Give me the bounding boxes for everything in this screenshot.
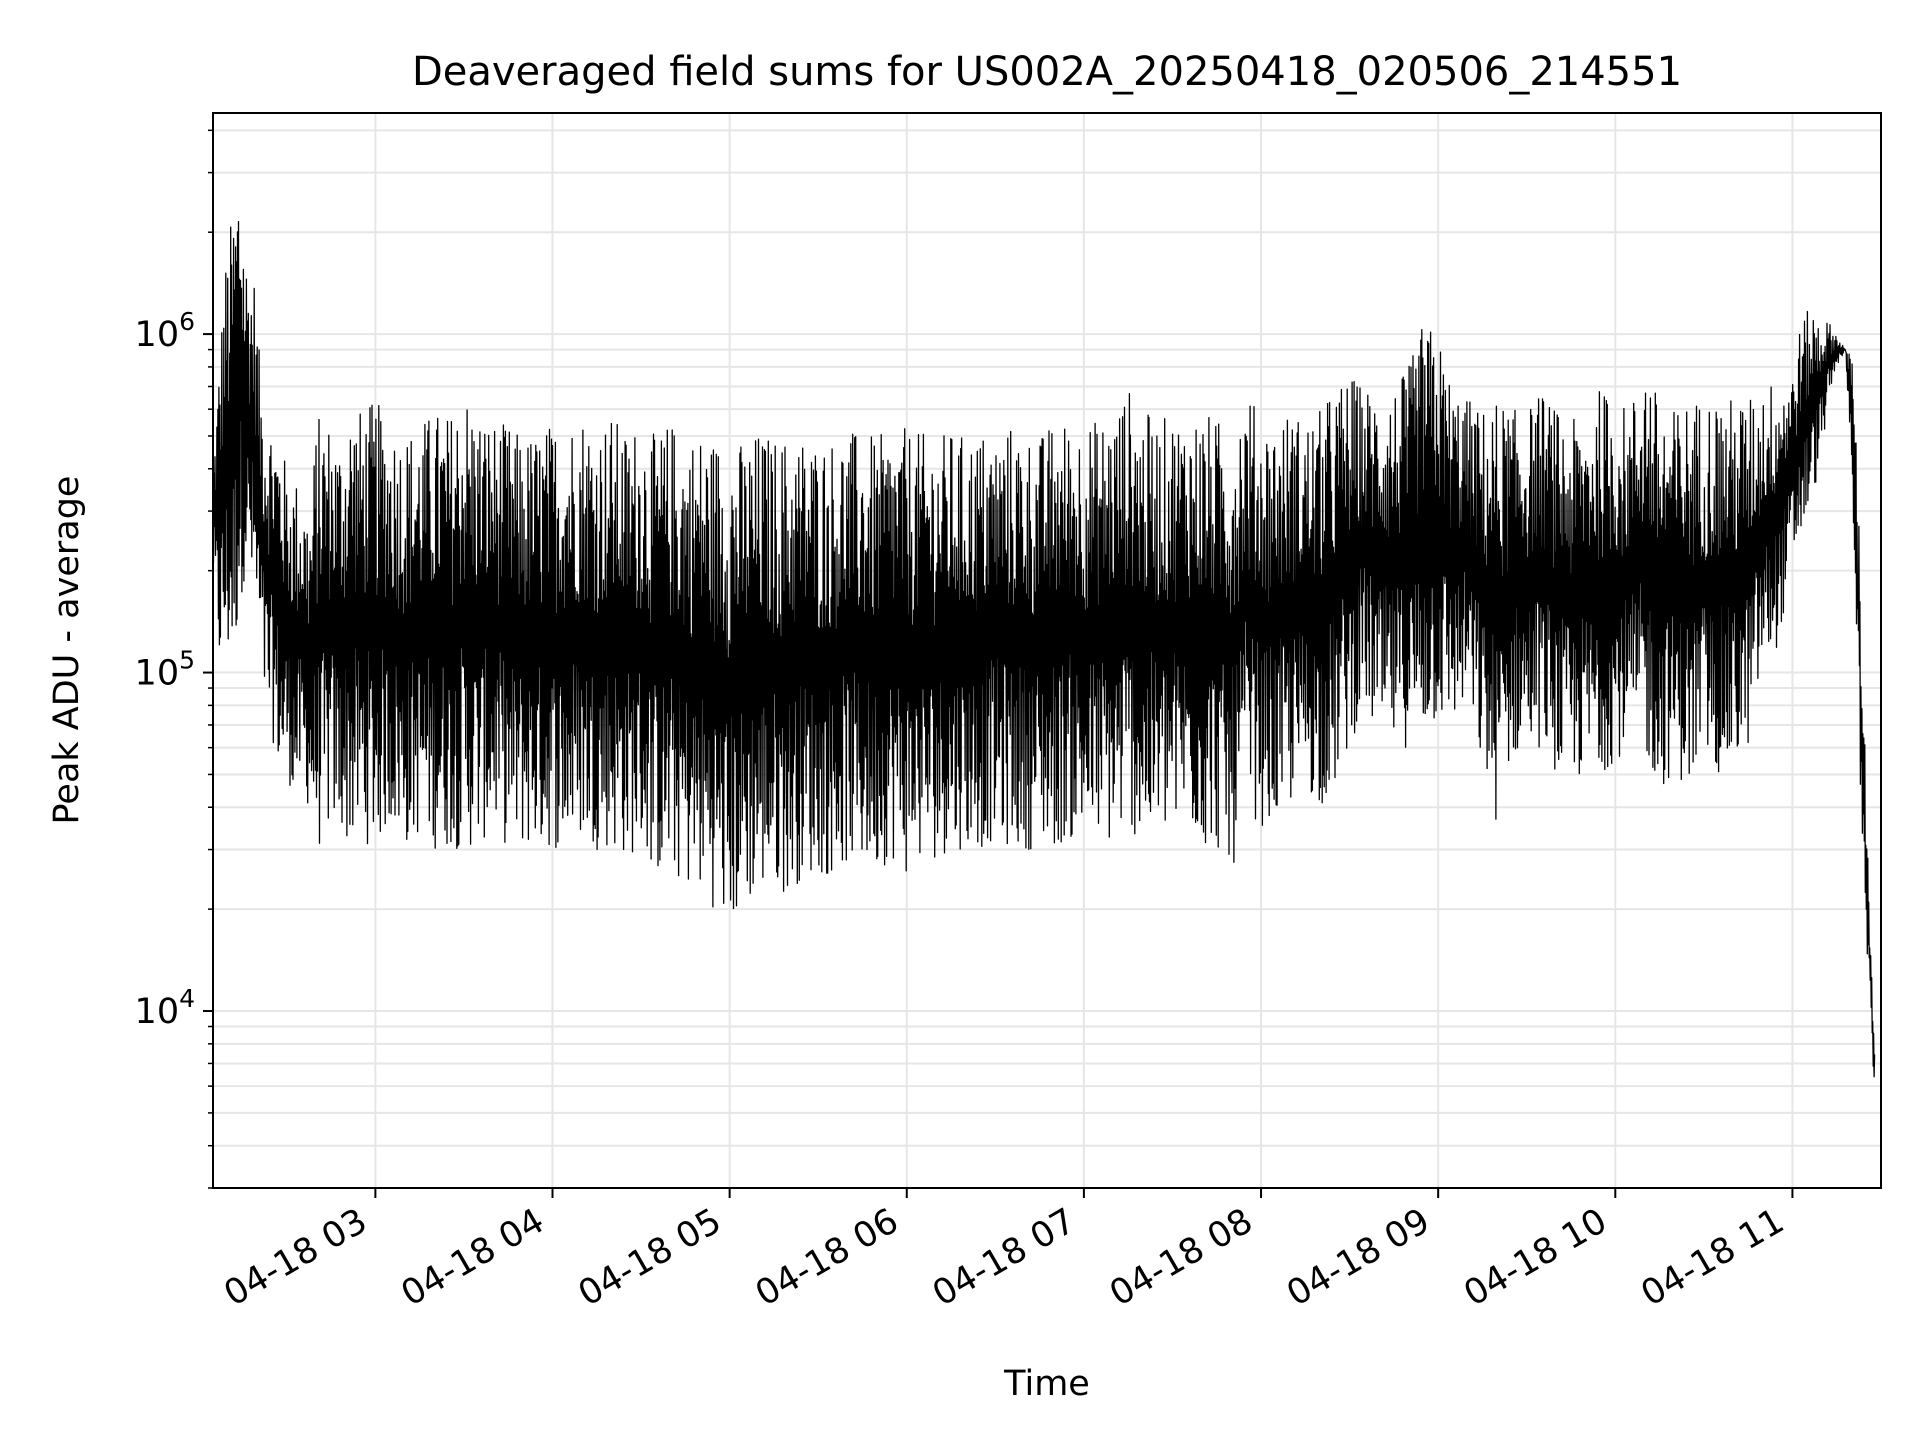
y-tick-label: 105 xyxy=(135,646,195,694)
y-axis-label: Peak ADU - average xyxy=(47,476,87,825)
plot-frame xyxy=(212,112,1882,1189)
chart-title: Deaveraged field sums for US002A_2025041… xyxy=(412,49,1682,95)
x-axis-label: Time xyxy=(1003,1364,1090,1404)
y-tick-label: 106 xyxy=(135,307,195,355)
series-line xyxy=(212,220,1876,1078)
plot-series xyxy=(212,220,1876,1078)
y-tick-label: 104 xyxy=(135,984,195,1032)
y-axis: 104 105 106 xyxy=(135,129,213,1189)
